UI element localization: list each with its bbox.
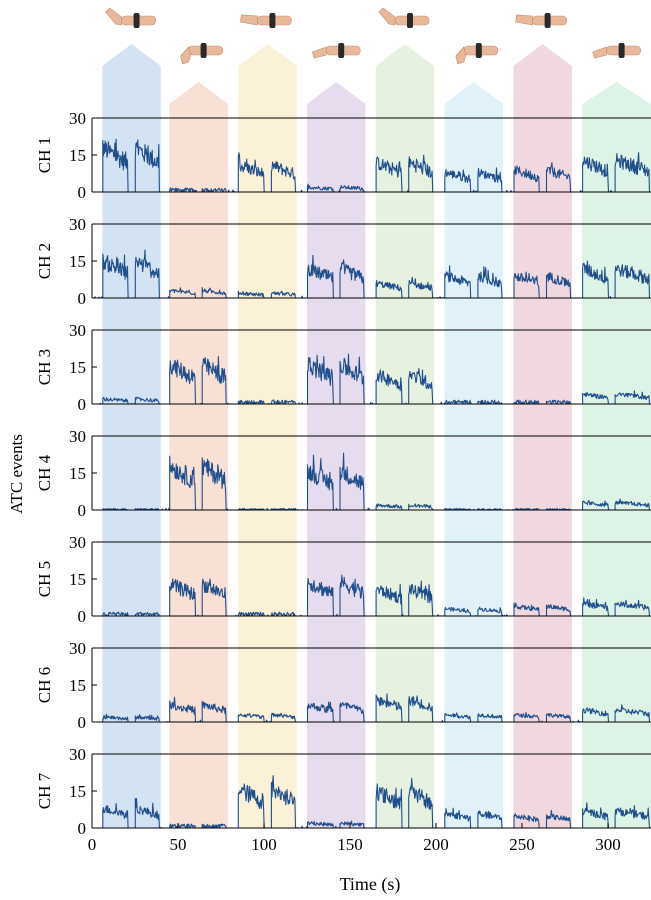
x-axis-label: Time (s)	[340, 874, 401, 895]
channel-label: CH 7	[35, 772, 54, 809]
gesture-band-4	[307, 82, 366, 828]
wristband	[407, 13, 413, 28]
hand	[455, 46, 467, 65]
hand-open-icon	[592, 43, 641, 59]
channel-label: CH 3	[35, 349, 54, 385]
wristband	[475, 43, 482, 58]
channel-panel-1: 0 15 30 CH 1	[35, 109, 651, 202]
y-tick-label: 0	[78, 713, 87, 732]
hand	[240, 14, 258, 26]
y-tick-label: 15	[69, 676, 86, 695]
gesture-band-6	[444, 82, 504, 828]
wristband	[544, 13, 551, 28]
channel-panel-6: 0 15 30 CH 6	[35, 639, 651, 732]
y-tick-label: 0	[78, 183, 87, 202]
hand-grasp-icon	[378, 7, 430, 28]
channel-label: CH 4	[35, 454, 54, 491]
wristband	[133, 13, 140, 28]
y-tick-label: 0	[78, 395, 87, 414]
hand	[592, 46, 607, 59]
channel-panel-3: 0 15 30 CH 3	[35, 321, 651, 414]
y-axis-label: ATC events	[7, 434, 26, 514]
hand-supination-icon	[240, 13, 292, 28]
y-tick-label: 0	[78, 819, 87, 838]
y-tick-label: 30	[69, 427, 86, 446]
channel-panel-7: 0 15 30 CH 7	[35, 745, 651, 838]
y-tick-label: 30	[69, 321, 86, 340]
hand	[180, 46, 191, 65]
hand-pinch-icon	[455, 43, 499, 65]
hand-flexion-icon	[180, 43, 223, 65]
y-tick-label: 0	[78, 501, 87, 520]
y-tick-label: 15	[69, 146, 86, 165]
y-tick-label: 30	[69, 745, 86, 764]
wristband	[269, 13, 276, 28]
channel-label: CH 2	[35, 243, 54, 279]
y-tick-label: 0	[78, 289, 87, 308]
x-tick-label: 50	[170, 835, 187, 854]
x-tick-label: 150	[337, 835, 363, 854]
hand	[311, 46, 327, 59]
x-axis: 0 50 100 150 200 250 300	[88, 823, 621, 854]
hand	[515, 14, 533, 26]
gesture-band-8	[582, 82, 651, 828]
hand-extension-icon	[105, 7, 156, 28]
gesture-icons	[105, 7, 641, 65]
channel-panel-5: 0 15 30 CH 5	[35, 533, 651, 626]
y-tick-label: 0	[78, 607, 87, 626]
wristband	[200, 43, 207, 58]
x-tick-label: 250	[509, 835, 535, 854]
y-tick-label: 15	[69, 570, 86, 589]
channel-panel-4: 0 15 30 CH 4	[35, 427, 651, 520]
x-tick-label: 100	[251, 835, 277, 854]
channel-panel-2: 0 15 30 CH 2	[35, 215, 651, 308]
y-tick-label: 15	[69, 464, 86, 483]
wristband	[618, 43, 625, 58]
y-tick-label: 30	[69, 639, 86, 658]
y-tick-label: 15	[69, 252, 86, 271]
y-tick-label: 30	[69, 215, 86, 234]
x-tick-label: 200	[423, 835, 449, 854]
channel-label: CH 6	[35, 667, 54, 703]
y-tick-label: 15	[69, 358, 86, 377]
y-tick-label: 30	[69, 533, 86, 552]
wristband	[338, 43, 345, 58]
channel-label: CH 1	[35, 137, 54, 173]
hand	[105, 7, 122, 26]
hand-pronation-icon	[311, 43, 361, 59]
hand-point-icon	[515, 13, 567, 28]
x-tick-label: 0	[88, 835, 97, 854]
gesture-band-2	[169, 82, 228, 828]
channel-panels: 0 15 30 CH 1 0 15 30 CH 2 0 15 30 CH 3 0 15 30 CH 4 0 15 3…	[35, 109, 651, 838]
x-tick-label: 300	[595, 835, 621, 854]
channel-label: CH 5	[35, 561, 54, 597]
y-tick-label: 15	[69, 782, 86, 801]
y-tick-label: 30	[69, 109, 86, 128]
hand	[378, 7, 396, 26]
